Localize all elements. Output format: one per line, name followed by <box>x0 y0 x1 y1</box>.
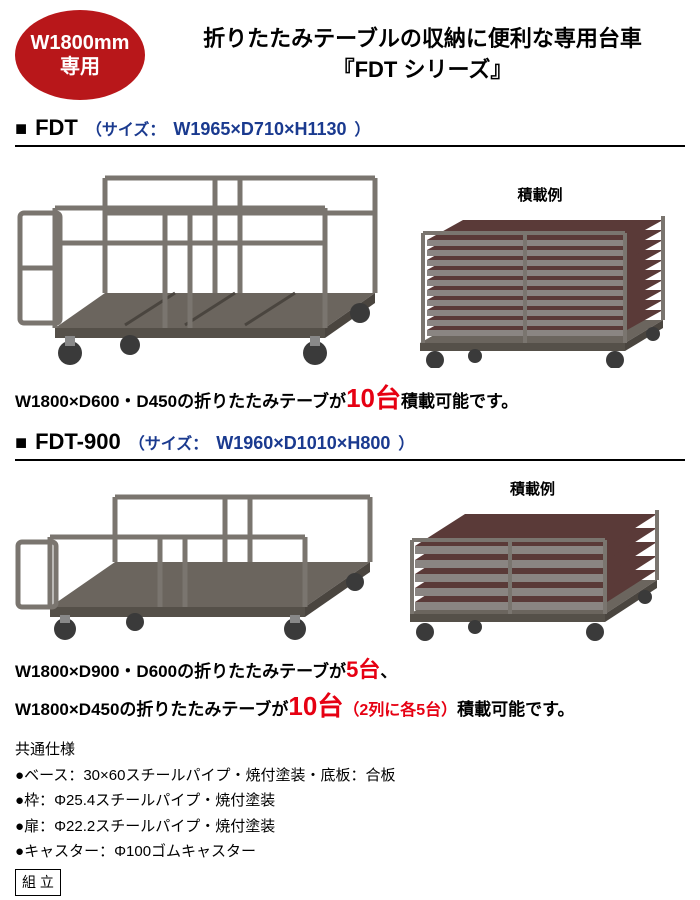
headline: 折りたたみテーブルの収納に便利な専用台車 『FDT シリーズ』 <box>160 24 685 86</box>
product2-header: ■ FDT-900 （サイズ： W1960×D1010×H800 ） <box>15 429 685 455</box>
product2-loaded-col: 積載例 <box>395 478 670 642</box>
spec-item: 扉：Φ22.2スチールパイプ・焼付塗装 <box>15 814 685 840</box>
product1-images: 積載例 <box>15 153 685 368</box>
specs-section: 共通仕様 ベース：30×60スチールパイプ・焼付塗装・底板：合板 枠：Φ25.4… <box>15 737 685 896</box>
product2-cap2-prefix: W1800×D450の折りたたみテーブが <box>15 700 288 719</box>
product2-loaded-illustration <box>395 502 670 642</box>
stack <box>427 220 663 336</box>
badge-line1: W1800mm <box>31 31 130 55</box>
product1-size-close: ） <box>355 116 371 140</box>
headline-line2: 『FDT シリーズ』 <box>160 55 685 86</box>
spec-item: 枠：Φ25.4スチールパイプ・焼付塗装 <box>15 788 685 814</box>
spec-item: ベース：30×60スチールパイプ・焼付塗装・底板：合板 <box>15 763 685 789</box>
product2-loaded-label: 積載例 <box>510 478 555 499</box>
product2-cap2-count: 10台 <box>288 691 343 721</box>
specs-title: 共通仕様 <box>15 737 685 763</box>
product1-loaded-illustration <box>405 208 675 368</box>
product2-size-close: ） <box>398 430 414 454</box>
product2-cap1-suffix: 、 <box>380 662 397 681</box>
product1-cart-illustration <box>15 153 395 368</box>
product2-cap2-suffix: 積載可能です。 <box>457 700 574 719</box>
product2-size-label: （サイズ： <box>129 430 209 454</box>
product1-size-value: W1965×D710×H1130 <box>173 119 346 140</box>
headline-line1: 折りたたみテーブルの収納に便利な専用台車 <box>160 24 685 55</box>
product1-loaded-col: 積載例 <box>405 184 675 368</box>
spec-item: キャスター：Φ100ゴムキャスター <box>15 839 685 865</box>
assembly-box: 組 立 <box>15 869 61 897</box>
product2-cap2-paren: （2列に各5台） <box>343 702 457 719</box>
divider <box>15 459 685 461</box>
product2-name: FDT-900 <box>35 429 121 455</box>
product1-size-label: （サイズ： <box>86 116 166 140</box>
product1-name: FDT <box>35 115 78 141</box>
product1-header: ■ FDT （サイズ： W1965×D710×H1130 ） <box>15 115 685 141</box>
divider <box>15 145 685 147</box>
product2-images: 積載例 <box>15 467 685 642</box>
product1-cap-count: 10台 <box>346 383 401 413</box>
product1-loaded-label: 積載例 <box>517 184 562 205</box>
bullet-square: ■ <box>15 118 27 141</box>
product2-cap1-prefix: W1800×D900・D600の折りたたみテーブが <box>15 662 346 681</box>
product1-capacity: W1800×D600・D450の折りたたみテーブが10台積載可能です。 <box>15 378 685 415</box>
product2-cap1-count: 5台 <box>346 657 380 682</box>
product2-size-value: W1960×D1010×H800 <box>216 433 390 454</box>
badge-line2: 専用 <box>60 55 100 79</box>
product2-capacity-line1: W1800×D900・D600の折りたたみテーブが5台、 <box>15 652 685 684</box>
size-badge: W1800mm 専用 <box>15 10 145 100</box>
header-row: W1800mm 専用 折りたたみテーブルの収納に便利な専用台車 『FDT シリー… <box>15 10 685 100</box>
product2-cart-illustration <box>15 467 385 642</box>
product1-cap-suffix: 積載可能です。 <box>401 392 518 411</box>
bullet-square: ■ <box>15 432 27 455</box>
product2-capacity-line2: W1800×D450の折りたたみテーブが10台（2列に各5台）積載可能です。 <box>15 686 685 723</box>
product1-cap-prefix: W1800×D600・D450の折りたたみテーブが <box>15 392 346 411</box>
